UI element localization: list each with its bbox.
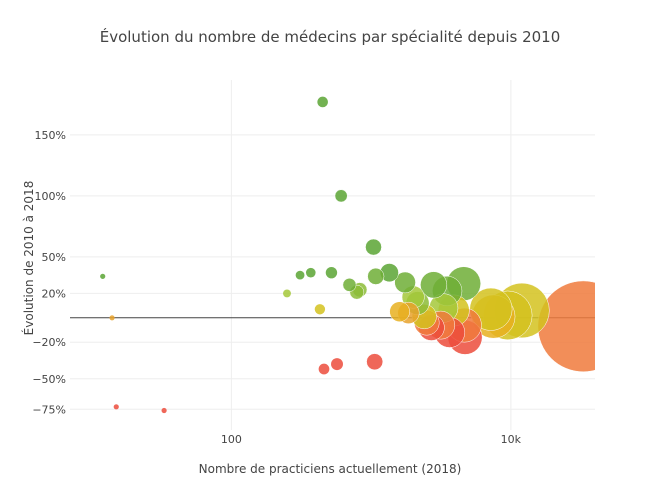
chart-title: Évolution du nombre de médecins par spéc… (100, 27, 561, 46)
axis-ticks: 100 10k 150% 100% 50% 20% −20% −50% −75% (32, 129, 521, 446)
x-tick-label: 10k (501, 433, 522, 446)
bubble-point (342, 278, 357, 292)
bubble-point (367, 267, 385, 285)
bubble-point (100, 273, 106, 279)
bubble-point (537, 280, 595, 372)
bubble-point (420, 271, 448, 299)
bubble-point (314, 304, 326, 315)
y-tick-label: −50% (32, 373, 66, 386)
y-tick-label: 100% (35, 190, 66, 203)
y-tick-label: −20% (32, 336, 66, 349)
y-tick-label: 20% (42, 287, 66, 300)
bubble-point (366, 353, 384, 371)
y-tick-label: 50% (42, 251, 66, 264)
bubbles (100, 96, 595, 414)
bubble-point (109, 315, 115, 321)
bubble-point (394, 271, 416, 294)
bubble-point (113, 404, 119, 410)
y-axis-title: Évolution de 2010 à 2018 (21, 181, 36, 336)
y-tick-label: −75% (32, 403, 66, 416)
bubble-point (318, 363, 330, 375)
bubble-point (305, 267, 316, 278)
bubble-point (295, 270, 305, 280)
bubble-point (283, 289, 291, 298)
bubble-point (325, 266, 338, 279)
grid (70, 80, 595, 430)
bubble-point (317, 96, 328, 108)
bubble-point (334, 189, 348, 203)
x-tick-label: 100 (221, 433, 242, 446)
bubble-point (365, 238, 382, 256)
bubble-point (331, 358, 343, 371)
x-axis-title: Nombre de practiciens actuellement (2018… (199, 462, 462, 476)
y-tick-label: 150% (35, 129, 66, 142)
bubble-point (389, 301, 410, 322)
bubble-point (161, 407, 167, 414)
